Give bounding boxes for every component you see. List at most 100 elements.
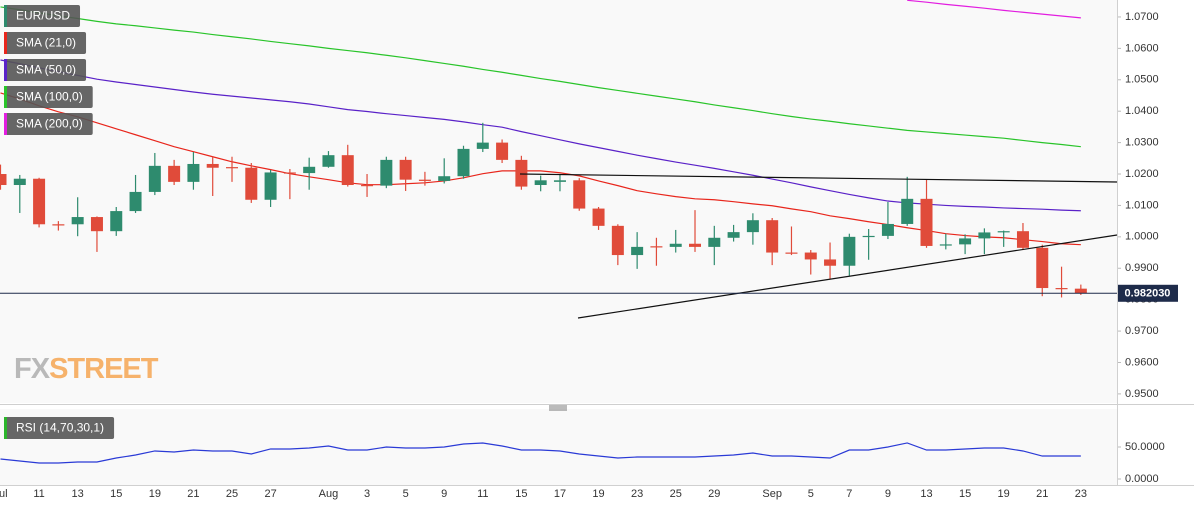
- candle-body: [804, 252, 817, 260]
- candle-body: [708, 237, 721, 247]
- watermark-street: STREET: [49, 353, 159, 385]
- y-tick-label: 1.0300: [1125, 137, 1159, 149]
- candle-body: [573, 180, 586, 209]
- x-tick-label: 29: [708, 488, 720, 500]
- x-tick-label: 7: [846, 488, 852, 500]
- candle-body: [978, 232, 991, 239]
- candle-body: [920, 198, 933, 246]
- candle-body: [361, 185, 374, 187]
- candle-body: [129, 191, 142, 212]
- sma-line: [907, 0, 1081, 19]
- sma-line: [0, 92, 1081, 246]
- candle-body: [110, 211, 123, 232]
- candle-body: [727, 232, 740, 238]
- legend-box: [4, 59, 87, 81]
- x-tick-label: 19: [998, 488, 1010, 500]
- x-tick-label: 11: [477, 488, 488, 500]
- candle-body: [611, 225, 624, 256]
- rsi-line: [0, 442, 1081, 464]
- legend-swatch: [4, 32, 7, 54]
- candle-body: [881, 223, 894, 236]
- candle-body: [399, 159, 412, 180]
- candle-body: [766, 220, 779, 253]
- candle-body: [1074, 288, 1087, 294]
- x-tick-label: 27: [264, 488, 276, 500]
- candle-body: [438, 176, 451, 181]
- legend-swatch: [4, 59, 7, 81]
- candle-body: [1016, 231, 1029, 248]
- x-tick-label: 21: [187, 488, 199, 500]
- y-tick-label: 1.0600: [1125, 42, 1159, 54]
- candle-body: [0, 174, 7, 186]
- candle-body: [515, 159, 528, 187]
- candle-body: [418, 179, 431, 181]
- candle-body: [168, 165, 181, 182]
- legend-box: [4, 417, 115, 439]
- candle-body: [226, 167, 239, 169]
- x-tick-label: 5: [403, 488, 409, 500]
- y-tick-label: 1.0500: [1125, 74, 1159, 86]
- candle-body: [843, 236, 856, 266]
- watermark: FXSTREET: [14, 353, 159, 385]
- candle-body: [322, 155, 335, 167]
- candle-body: [650, 246, 663, 248]
- candle-body: [457, 148, 470, 177]
- x-tick-label: 19: [592, 488, 604, 500]
- x-tick-label: 23: [631, 488, 643, 500]
- x-tick-label: 17: [554, 488, 566, 500]
- candle-body: [187, 163, 200, 182]
- legend-box: [4, 5, 81, 27]
- candle-body: [13, 178, 26, 186]
- candle-body: [901, 198, 914, 224]
- candle-body: [592, 208, 605, 226]
- legend-label: SMA (21,0): [16, 36, 76, 50]
- y-tick-label: 0.0000: [1125, 473, 1159, 485]
- y-tick-label: 0.9700: [1125, 325, 1159, 337]
- legend-swatch: [4, 113, 7, 135]
- legend-label: EUR/USD: [16, 9, 70, 23]
- last-price-box: [1117, 284, 1178, 302]
- candle-body: [689, 243, 702, 247]
- candle-body: [997, 231, 1010, 233]
- x-tick-label: Jul: [0, 488, 8, 500]
- candle-body: [553, 180, 566, 182]
- x-tick-label: 23: [1075, 488, 1087, 500]
- candle-body: [71, 217, 84, 225]
- candle-body: [206, 163, 219, 168]
- x-tick-label: 19: [149, 488, 161, 500]
- resize-handle[interactable]: [549, 405, 567, 411]
- legend-box: [4, 113, 93, 135]
- y-tick-label: 1.0100: [1125, 199, 1159, 211]
- legend-box: [4, 86, 93, 108]
- sma-line: [0, 59, 1081, 212]
- y-tick-label: 0.9900: [1125, 262, 1159, 274]
- candle-body: [148, 165, 161, 192]
- legend-label: RSI (14,70,30,1): [16, 421, 104, 435]
- candle-body: [862, 235, 875, 238]
- trendline: [519, 173, 1118, 183]
- candle-body: [283, 172, 296, 174]
- x-tick-label: Sep: [762, 488, 782, 500]
- y-tick-label: 1.0700: [1125, 11, 1159, 23]
- candle-body: [496, 142, 509, 160]
- x-tick-label: 13: [920, 488, 932, 500]
- x-tick-label: 3: [364, 488, 370, 500]
- x-tick-label: 15: [959, 488, 971, 500]
- y-tick-label: 0.9500: [1125, 388, 1159, 400]
- rsi-background: [0, 409, 1117, 485]
- x-tick-label: 21: [1036, 488, 1048, 500]
- legend-label: SMA (200,0): [16, 117, 83, 131]
- x-tick-label: 11: [33, 488, 44, 500]
- candle-body: [746, 220, 759, 233]
- candle-body: [264, 172, 277, 200]
- x-tick-label: 9: [885, 488, 891, 500]
- legend-swatch: [4, 86, 7, 108]
- x-tick-label: Aug: [319, 488, 339, 500]
- candle-body: [1036, 247, 1049, 289]
- legend: EUR/USD SMA (21,0) SMA (50,0) SMA (100,0) SM…: [4, 5, 115, 439]
- candle-body: [245, 167, 258, 200]
- candle-body: [303, 166, 316, 174]
- trendline: [577, 234, 1118, 319]
- candle-body: [1055, 288, 1068, 290]
